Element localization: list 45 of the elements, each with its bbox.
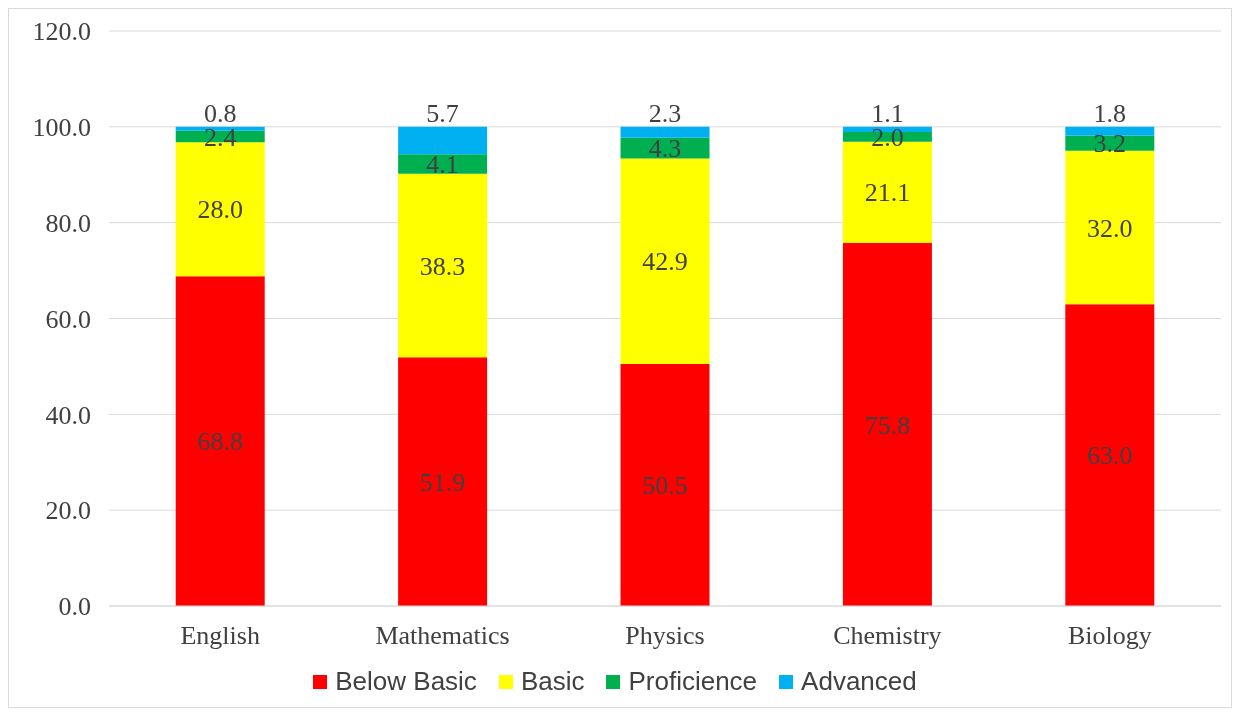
data-label: 63.0	[1087, 441, 1133, 471]
bar	[1065, 150, 1155, 305]
data-label: 4.3	[648, 134, 682, 164]
bar	[398, 154, 488, 174]
bar	[1065, 304, 1155, 606]
bar	[620, 364, 710, 606]
data-label: 68.8	[197, 427, 243, 457]
y-tick-label: 20.0	[45, 496, 91, 526]
bar	[620, 158, 710, 365]
x-tick-label: Physics	[625, 621, 705, 651]
data-label: 28.0	[197, 195, 243, 225]
data-label: 1.1	[871, 98, 904, 128]
y-tick-label: 80.0	[45, 208, 91, 238]
y-tick-label: 40.0	[45, 400, 91, 430]
data-label: 5.7	[426, 98, 459, 128]
legend-label: Advanced	[800, 666, 917, 697]
data-label: 4.1	[426, 150, 459, 180]
y-tick-label: 120.0	[32, 17, 91, 47]
y-tick-label: 60.0	[45, 304, 91, 334]
data-label: 50.5	[642, 471, 688, 501]
x-tick-label: Mathematics	[375, 621, 510, 651]
legend-label: Proficience	[627, 666, 758, 697]
data-label: 21.1	[864, 178, 911, 208]
bar	[1065, 126, 1155, 136]
bar	[620, 126, 710, 138]
bar	[175, 276, 265, 606]
legend-label: Basic	[519, 666, 585, 697]
data-label: 32.0	[1087, 213, 1133, 243]
bar	[398, 173, 488, 358]
data-label: 75.8	[864, 410, 911, 440]
legend-label: Below Basic	[334, 666, 477, 697]
bar	[398, 126, 488, 155]
y-tick-label: 100.0	[32, 113, 91, 143]
data-label: 2.3	[648, 98, 682, 128]
bar	[842, 242, 932, 606]
data-label: 42.9	[642, 247, 688, 277]
x-tick-label: English	[180, 621, 260, 651]
data-label: 51.9	[419, 467, 466, 497]
bar	[398, 357, 488, 606]
x-tick-label: Chemistry	[833, 621, 942, 651]
x-tick-label: Biology	[1067, 621, 1152, 651]
data-label: 1.8	[1093, 98, 1127, 128]
data-label: 0.8	[203, 98, 237, 128]
y-tick-label: 0.0	[58, 592, 91, 622]
data-label: 38.3	[419, 251, 466, 281]
